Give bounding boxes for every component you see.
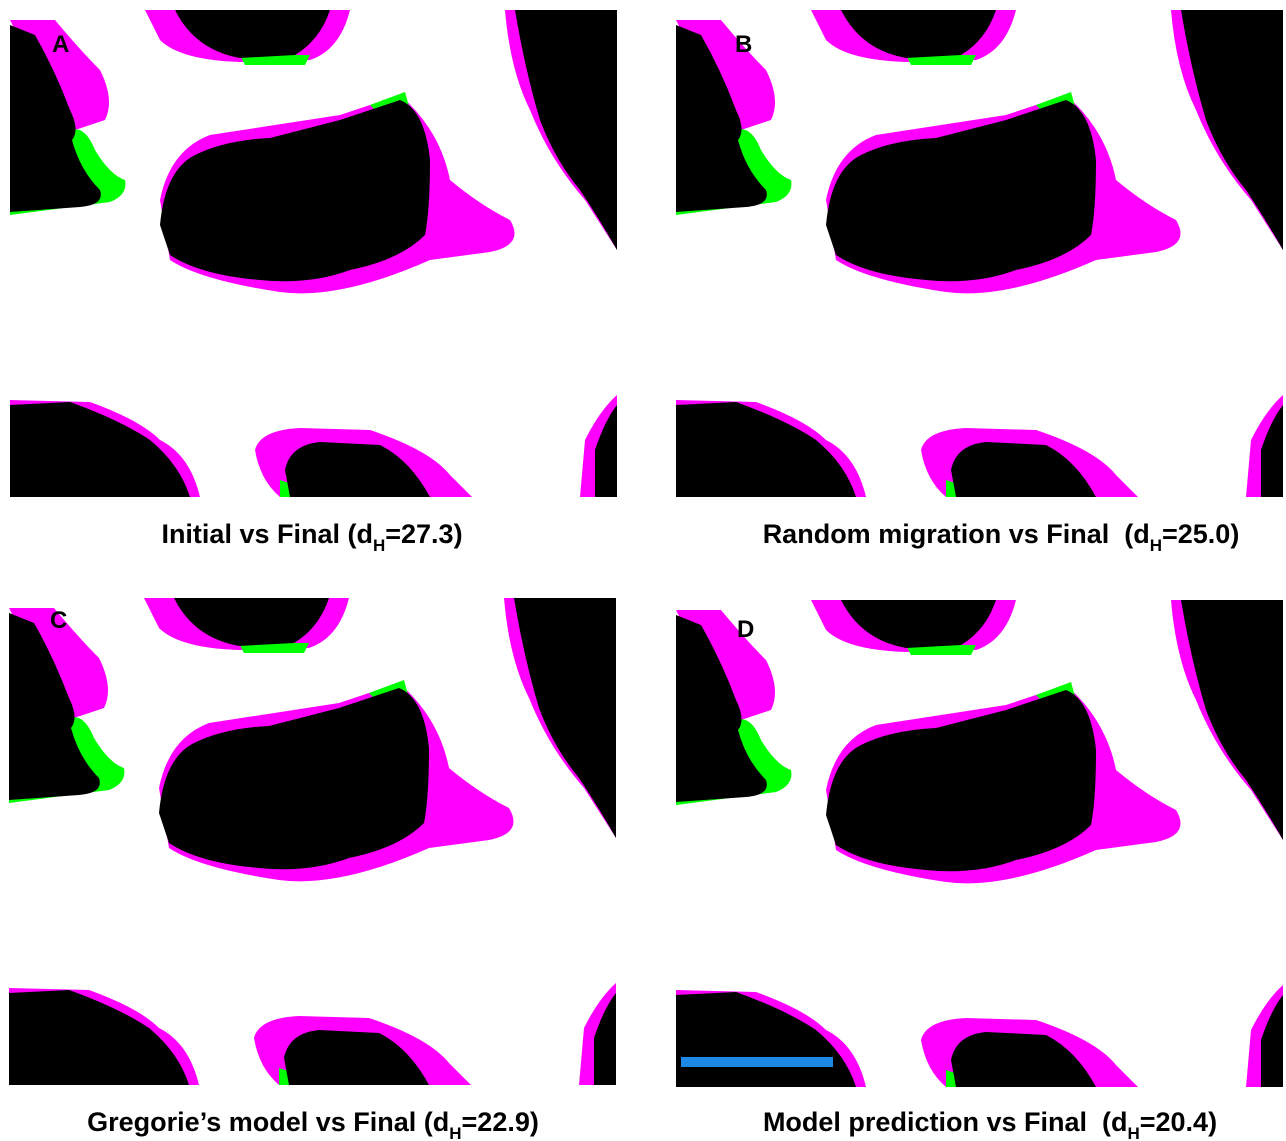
caption-text: Initial vs Final (d: [161, 519, 373, 549]
caption-text: Model prediction vs Final (d: [763, 1107, 1128, 1137]
panel-caption: Model prediction vs Final (dH=20.4): [763, 1107, 1217, 1141]
caption-subscript: H: [1150, 536, 1162, 555]
caption-text: Gregorie’s model vs Final (d: [87, 1107, 449, 1137]
panel-letter: B: [735, 31, 752, 58]
panel-image: [676, 10, 1283, 497]
panel-image: [9, 598, 616, 1085]
caption-subscript: H: [1127, 1124, 1139, 1141]
panel-letter: C: [50, 607, 67, 634]
caption-text: =22.9): [462, 1107, 539, 1137]
caption-text: Random migration vs Final (d: [763, 519, 1150, 549]
caption-subscript: H: [449, 1124, 461, 1141]
scale-bar: [681, 1057, 833, 1067]
caption-text: =20.4): [1140, 1107, 1217, 1137]
panel-letter: A: [52, 31, 69, 58]
panel-image: [676, 600, 1283, 1087]
caption-text: =27.3): [385, 519, 462, 549]
caption-text: =25.0): [1162, 519, 1239, 549]
panel-caption: Gregorie’s model vs Final (dH=22.9): [87, 1107, 539, 1141]
panel-image: [10, 10, 617, 497]
figure: A B C D Initial vs Final (dH=27.3) Rando…: [0, 0, 1286, 1141]
panel-letter: D: [737, 616, 754, 643]
panel-caption: Random migration vs Final (dH=25.0): [763, 519, 1240, 555]
panel-caption: Initial vs Final (dH=27.3): [161, 519, 462, 555]
caption-subscript: H: [373, 536, 385, 555]
